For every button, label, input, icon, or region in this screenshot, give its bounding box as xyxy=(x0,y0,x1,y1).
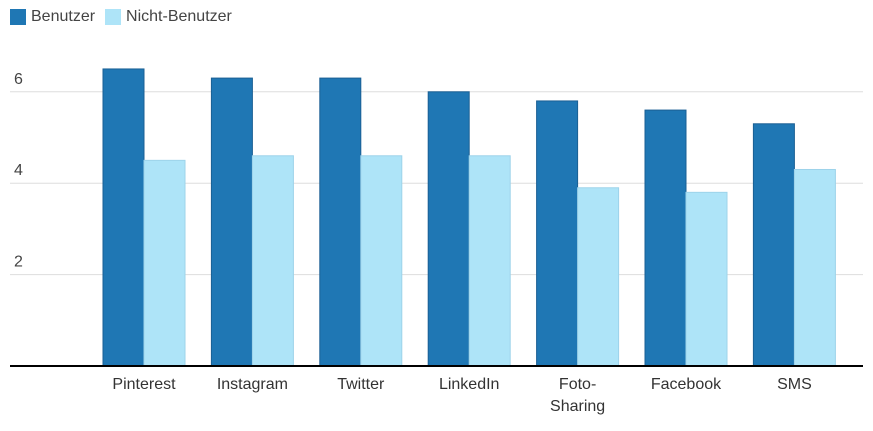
y-tick-label-2: 2 xyxy=(14,254,23,271)
bar-benutzer-0 xyxy=(102,68,145,367)
bar-benutzer-3 xyxy=(427,91,470,367)
legend-swatch-benutzer xyxy=(10,9,26,25)
bar-benutzer-4 xyxy=(536,100,579,367)
legend-item-benutzer[interactable]: Benutzer xyxy=(10,8,95,26)
bar-benutzer-6 xyxy=(752,123,795,367)
bar-nicht-benutzer-2 xyxy=(360,155,403,367)
bar-nicht-benutzer-6 xyxy=(793,168,836,367)
legend-label-nicht-benutzer: Nicht-Benutzer xyxy=(126,8,232,25)
bar-benutzer-1 xyxy=(210,77,253,367)
bar-nicht-benutzer-3 xyxy=(468,155,511,367)
y-tick-label-4: 4 xyxy=(14,162,23,179)
y-tick-label-6: 6 xyxy=(14,71,23,88)
x-tick-label-4-line-0: Foto- xyxy=(559,376,596,393)
x-tick-label-3: LinkedIn xyxy=(439,376,500,393)
bar-benutzer-2 xyxy=(319,77,362,367)
x-tick-label-0: Pinterest xyxy=(112,376,176,393)
bar-benutzer-5 xyxy=(644,109,687,367)
legend-swatch-nicht-benutzer xyxy=(105,9,122,25)
bar-nicht-benutzer-5 xyxy=(685,191,728,367)
x-tick-label-4-line-1: Sharing xyxy=(550,398,605,415)
bar-nicht-benutzer-1 xyxy=(251,155,294,367)
bar-nicht-benutzer-4 xyxy=(577,187,620,367)
x-tick-label-1: Instagram xyxy=(217,376,288,393)
legend-item-nicht-benutzer[interactable]: Nicht-Benutzer xyxy=(105,8,232,26)
x-tick-label-6: SMS xyxy=(777,376,812,393)
x-tick-label-5: Facebook xyxy=(651,376,722,393)
x-tick-label-2: Twitter xyxy=(337,376,385,393)
bar-nicht-benutzer-0 xyxy=(143,159,186,367)
legend: Benutzer Nicht-Benutzer xyxy=(10,6,242,28)
legend-label-benutzer: Benutzer xyxy=(31,8,96,25)
